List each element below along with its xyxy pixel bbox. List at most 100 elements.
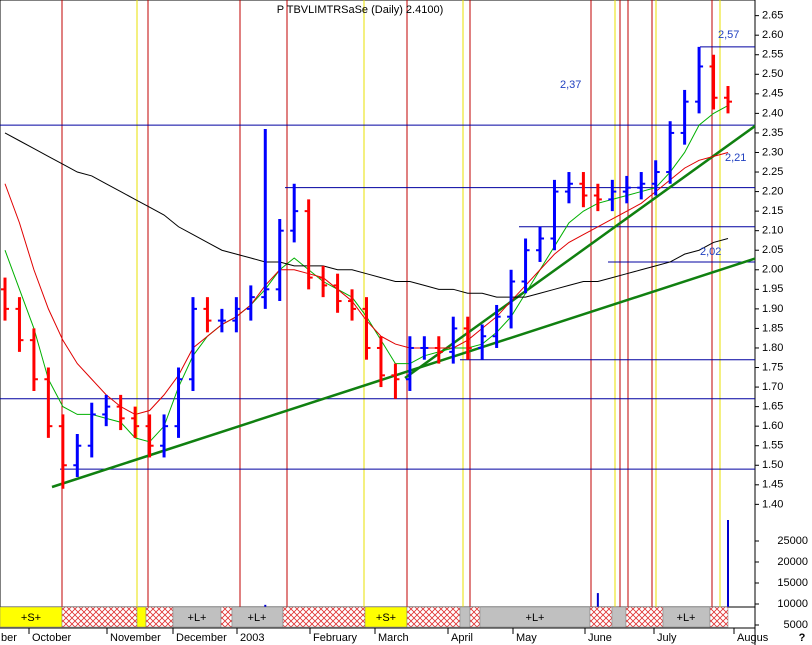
volume-bar	[640, 638, 642, 645]
y-tick-label: 1.90	[762, 303, 783, 315]
level-label: 2,57	[718, 29, 739, 41]
level-label: 2,37	[560, 79, 581, 91]
signal-segment	[459, 606, 471, 628]
signal-segment	[625, 606, 664, 628]
signal-label: +L+	[677, 612, 696, 624]
volume-bar	[713, 633, 715, 645]
y-tick-label: 2.10	[762, 225, 783, 237]
volume-tick-label: 15000	[777, 577, 808, 589]
volume-bar	[366, 637, 368, 645]
y-tick-label: 2.55	[762, 49, 783, 61]
y-tick-label: 1.40	[762, 498, 783, 510]
signal-banner: +S+ +L+ +L+ +S+ +L+ +L+	[0, 606, 729, 628]
y-tick-label: 2.25	[762, 166, 783, 178]
volume-bar	[438, 638, 440, 645]
y-tick-label: 2.60	[762, 29, 783, 41]
x-tick-label: June	[588, 632, 612, 644]
y-tick-label: 2.35	[762, 127, 783, 139]
trend-line	[51, 257, 755, 489]
x-tick-label: 2003	[240, 632, 264, 644]
x-tick-label: December	[176, 632, 227, 644]
signal-label: +L+	[188, 612, 207, 624]
y-tick-label: 1.95	[762, 283, 783, 295]
volume-bar	[626, 637, 628, 645]
x-tick-label: Augus	[737, 632, 769, 644]
signal-segment	[469, 606, 481, 628]
x-tick-label: March	[378, 632, 409, 644]
volume-bar	[539, 637, 541, 645]
price-panel	[0, 46, 755, 489]
volume-bar	[264, 604, 267, 607]
signal-label: +L+	[248, 612, 267, 624]
volume-bar	[496, 637, 498, 645]
y-tick-label: 2.65	[762, 10, 783, 22]
x-tick-label: October	[32, 632, 71, 644]
volume-bar	[698, 634, 700, 645]
volume-bar	[481, 638, 483, 645]
signal-segment	[61, 606, 138, 628]
signal-segment	[282, 606, 366, 628]
volume-bar	[727, 520, 729, 607]
volume-bar	[279, 635, 281, 645]
y-tick-label: 1.55	[762, 440, 783, 452]
labels: P TBVLIMTRSaSe (Daily) 2.4100) ? 1.40 1.4…	[1, 4, 808, 644]
volume-tick-label: 5000	[784, 619, 808, 631]
volume-bar	[423, 638, 425, 645]
volume-bar	[596, 593, 599, 607]
volume-bar	[308, 638, 310, 645]
y-tick-label: 1.65	[762, 401, 783, 413]
chart-title: P TBVLIMTRSaSe (Daily) 2.4100)	[277, 4, 444, 16]
y-tick-label: 1.85	[762, 322, 783, 334]
volume-bar	[163, 634, 165, 645]
plot-area	[0, 0, 756, 608]
x-tick-label: July	[657, 632, 677, 644]
volume-bar	[293, 636, 295, 645]
signal-label: +S+	[376, 612, 396, 624]
signal-segment	[589, 606, 613, 628]
level-label: 2,21	[725, 152, 746, 164]
trend-line	[404, 124, 755, 380]
volume-bar	[568, 636, 570, 645]
signal-segment	[220, 606, 233, 628]
y-tick-label: 2.40	[762, 107, 783, 119]
corner-label: ?	[799, 632, 806, 644]
x-tick-label: February	[313, 632, 358, 644]
x-tick-label: April	[451, 632, 473, 644]
y-tick-label: 1.45	[762, 479, 783, 491]
signal-label: +L+	[526, 612, 545, 624]
y-tick-label: 2.50	[762, 68, 783, 80]
volume-bar	[553, 636, 555, 645]
signal-segment	[611, 606, 627, 628]
volume-panel	[18, 520, 729, 645]
volume-tick-label: 25000	[777, 535, 808, 547]
volume-bar	[76, 637, 78, 645]
y-tick-label: 2.05	[762, 244, 783, 256]
volume-bar	[235, 637, 237, 645]
moving-average	[4, 132, 729, 298]
x-tick-label: ber	[1, 632, 17, 644]
x-tick-label: May	[516, 632, 537, 644]
volume-bar	[684, 635, 686, 645]
y-tick-label: 2.45	[762, 88, 783, 100]
signal-label: +S+	[21, 612, 41, 624]
y-tick-label: 1.60	[762, 420, 783, 432]
y-tick-label: 1.50	[762, 459, 783, 471]
x-tick-label: November	[110, 632, 161, 644]
y-tick-label: 1.80	[762, 342, 783, 354]
volume-bar	[409, 636, 411, 645]
y-tick-label: 1.75	[762, 361, 783, 373]
volume-bar	[510, 635, 512, 645]
volume-tick-label: 20000	[777, 556, 808, 568]
level-label: 2,02	[700, 246, 721, 258]
signal-segment	[136, 606, 147, 628]
volume-bar	[105, 638, 107, 645]
y-tick-label: 2.15	[762, 205, 783, 217]
volume-bar	[18, 638, 20, 645]
y-tick-label: 2.00	[762, 264, 783, 276]
y-tick-label: 2.20	[762, 185, 783, 197]
volume-bar	[91, 638, 93, 645]
y-tick-label: 1.70	[762, 381, 783, 393]
y-tick-label: 2.30	[762, 146, 783, 158]
